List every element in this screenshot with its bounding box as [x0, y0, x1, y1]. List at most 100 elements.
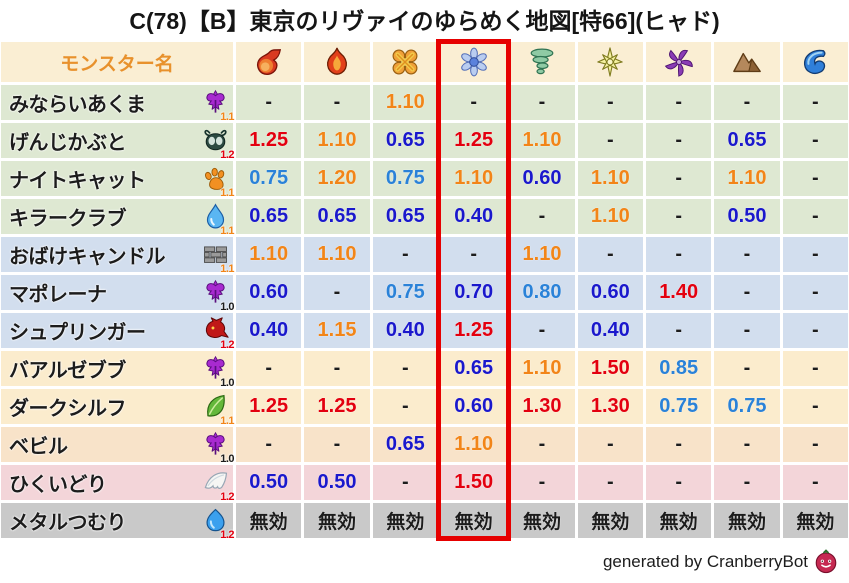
value-cell: 0.75	[646, 389, 712, 424]
value-cell: 0.65	[372, 199, 438, 234]
monster-name-cell: シュプリンガー 1.2	[1, 313, 234, 351]
monster-name: シュプリンガー	[9, 322, 146, 344]
value-cell: -	[577, 465, 643, 500]
value-cell: 0.85	[646, 351, 712, 386]
multiplier-badge: 1.0	[220, 301, 234, 313]
value-cell: -	[714, 275, 780, 310]
dark-icon	[664, 47, 694, 77]
demon-icon: 1.0	[202, 431, 234, 465]
value-cell: 1.50	[441, 465, 507, 500]
element-header-cell	[372, 42, 438, 82]
value-cell: 0.40	[372, 313, 438, 348]
monster-name: ひくいどり	[9, 474, 107, 496]
value-cell: -	[714, 465, 780, 500]
element-header-cell	[646, 42, 712, 82]
value-cell: -	[372, 465, 438, 500]
value-cell: 0.50	[236, 465, 302, 500]
value-cell: -	[782, 427, 848, 462]
value-cell: 1.30	[509, 389, 575, 424]
value-cell: -	[509, 465, 575, 500]
monster-name: ナイトキャット	[9, 170, 146, 192]
monster-name-cell: バアルゼブブ 1.0	[1, 351, 234, 389]
value-cell: -	[372, 389, 438, 424]
value-cell: 0.70	[441, 275, 507, 310]
page-title: C(78)【B】東京のリヴァイのゆらめく地図[特66](ヒャド)	[129, 8, 720, 34]
monster-name: ベビル	[9, 436, 68, 458]
value-cell: -	[646, 465, 712, 500]
value-cell: 1.10	[509, 123, 575, 158]
explosion-icon	[390, 47, 420, 77]
value-cell: -	[782, 199, 848, 234]
multiplier-badge: 1.0	[220, 453, 234, 465]
value-cell: 1.15	[304, 313, 370, 348]
flame-icon	[322, 47, 352, 77]
value-cell: -	[646, 161, 712, 196]
multiplier-badge: 1.2	[220, 339, 234, 351]
value-cell: 0.65	[372, 427, 438, 462]
monster-name: マポレーナ	[9, 284, 107, 306]
value-cell: -	[782, 275, 848, 310]
value-cell: 0.75	[372, 161, 438, 196]
value-cell: -	[441, 85, 507, 120]
value-cell: 0.75	[714, 389, 780, 424]
value-cell: 1.10	[577, 161, 643, 196]
value-cell: -	[236, 85, 302, 120]
multiplier-badge: 1.2	[220, 491, 234, 503]
element-header-cell	[714, 42, 780, 82]
value-cell: 1.10	[714, 161, 780, 196]
monster-name-cell: おばけキャンドル 1.1	[1, 237, 234, 275]
value-cell: 無効	[441, 503, 507, 538]
value-cell: -	[782, 313, 848, 348]
value-cell: -	[236, 427, 302, 462]
monster-name: げんじかぶと	[9, 132, 127, 154]
value-cell: 1.40	[646, 275, 712, 310]
value-cell: -	[782, 161, 848, 196]
value-cell: -	[714, 313, 780, 348]
fireball-icon	[254, 47, 284, 77]
monster-name-cell: げんじかぶと 1.2	[1, 123, 234, 161]
value-cell: 1.25	[441, 313, 507, 348]
monster-name-cell: キラークラブ 1.1	[1, 199, 234, 237]
leaf-icon: 1.1	[202, 393, 234, 427]
value-cell: -	[372, 351, 438, 386]
value-cell: 1.10	[441, 427, 507, 462]
value-cell: -	[577, 123, 643, 158]
value-cell: 1.25	[236, 123, 302, 158]
element-header-cell	[236, 42, 302, 82]
value-cell: -	[714, 351, 780, 386]
value-cell: 1.25	[441, 123, 507, 158]
monster-name-cell: ナイトキャット 1.1	[1, 161, 234, 199]
value-cell: -	[782, 85, 848, 120]
value-cell: 0.65	[236, 199, 302, 234]
value-cell: -	[646, 313, 712, 348]
value-cell: 0.50	[714, 199, 780, 234]
multiplier-badge: 1.1	[220, 225, 234, 237]
element-header-cell	[441, 42, 507, 82]
value-cell: 1.10	[236, 237, 302, 272]
value-cell: -	[714, 427, 780, 462]
value-cell: 1.25	[236, 389, 302, 424]
value-cell: 1.10	[372, 85, 438, 120]
element-header-cell	[304, 42, 370, 82]
earth-icon	[732, 47, 762, 77]
value-cell: -	[782, 351, 848, 386]
element-header-cell	[782, 42, 848, 82]
monster-name-cell: ひくいどり 1.2	[1, 465, 234, 503]
value-cell: 1.10	[509, 237, 575, 272]
value-cell: 0.60	[441, 389, 507, 424]
value-cell: 無効	[372, 503, 438, 538]
wing-icon: 1.2	[202, 469, 234, 503]
value-cell: 1.10	[441, 161, 507, 196]
paw-icon: 1.1	[202, 165, 234, 199]
value-cell: -	[646, 199, 712, 234]
value-cell: 0.60	[577, 275, 643, 310]
value-cell: -	[304, 85, 370, 120]
monster-name-cell: ベビル 1.0	[1, 427, 234, 465]
value-cell: 1.25	[304, 389, 370, 424]
value-cell: -	[646, 237, 712, 272]
value-cell: 0.65	[304, 199, 370, 234]
cranberry-slime-icon	[813, 549, 839, 575]
value-cell: 1.10	[509, 351, 575, 386]
value-cell: -	[782, 465, 848, 500]
